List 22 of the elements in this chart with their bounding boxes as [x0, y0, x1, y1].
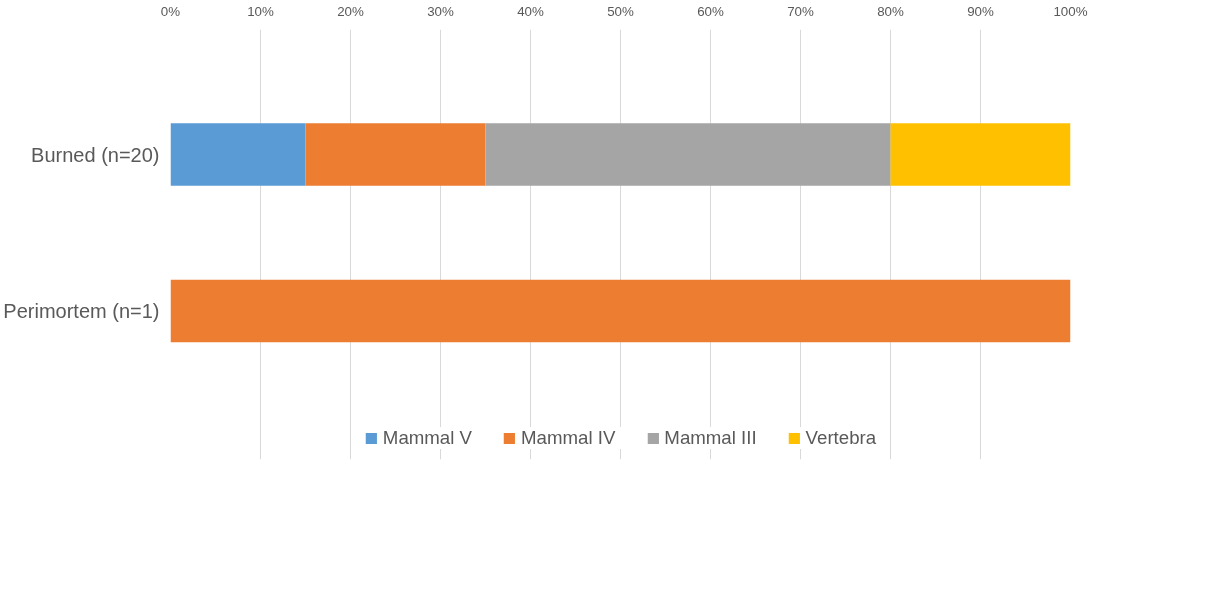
bar — [170, 279, 1071, 343]
legend-label: Mammal IV — [521, 427, 616, 449]
x-tick-label: 40% — [517, 3, 544, 19]
x-tick-label: 0% — [160, 3, 181, 19]
x-tick-label: 80% — [877, 3, 904, 19]
legend-label: Mammal V — [382, 427, 473, 449]
x-tick-label: 60% — [697, 3, 724, 19]
y-tick-label: Perimortem (n=1) — [3, 299, 160, 322]
x-tick-label: 90% — [967, 3, 994, 19]
legend-label: Vertebra — [805, 427, 877, 449]
x-tick-label: 50% — [607, 3, 634, 19]
bar — [890, 123, 1071, 186]
bar — [305, 123, 486, 186]
y-tick-label: Burned (n=20) — [31, 143, 160, 166]
bar — [170, 123, 306, 186]
x-tick-label: 70% — [787, 3, 814, 19]
x-tick-label: 100% — [1053, 3, 1088, 19]
bar — [485, 123, 891, 186]
legend-label: Mammal III — [664, 427, 757, 449]
x-tick-label: 20% — [337, 3, 364, 19]
x-tick-label: 10% — [247, 3, 274, 19]
x-tick-label: 30% — [427, 3, 454, 19]
